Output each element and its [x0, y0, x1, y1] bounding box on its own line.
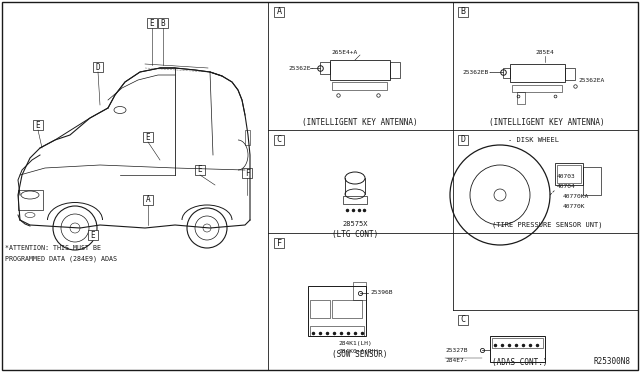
Text: 40704: 40704	[557, 183, 576, 189]
Bar	[353, 282, 366, 300]
Bar	[565, 68, 575, 80]
Bar	[310, 326, 364, 336]
Text: C: C	[461, 315, 465, 324]
Bar	[245, 130, 250, 145]
Text: E: E	[150, 19, 154, 28]
Bar	[332, 82, 387, 90]
Bar	[320, 62, 330, 74]
Bar	[274, 238, 284, 248]
Bar	[492, 338, 543, 348]
Bar	[274, 135, 284, 145]
Text: R25300N8: R25300N8	[593, 357, 630, 366]
Bar	[555, 163, 583, 185]
Text: 284K1(LH): 284K1(LH)	[338, 341, 372, 346]
Bar	[458, 135, 468, 145]
Bar	[503, 68, 510, 78]
Text: D: D	[461, 135, 465, 144]
Bar	[490, 336, 545, 362]
Bar	[510, 64, 565, 82]
Text: 284K0+A(RH): 284K0+A(RH)	[338, 350, 380, 355]
Bar	[308, 286, 366, 336]
Bar	[18, 190, 43, 210]
Text: 25396B: 25396B	[370, 291, 392, 295]
Bar	[33, 120, 43, 130]
Text: 25362E-: 25362E-	[288, 65, 314, 71]
Text: 40770K: 40770K	[563, 205, 586, 209]
Bar	[330, 60, 390, 80]
Text: 25362EB-: 25362EB-	[462, 70, 492, 74]
Text: E: E	[36, 121, 40, 129]
Text: C: C	[276, 135, 282, 144]
Text: PROGRAMMED DATA (284E9) ADAS: PROGRAMMED DATA (284E9) ADAS	[5, 255, 117, 262]
Text: E: E	[146, 132, 150, 141]
Bar	[195, 165, 205, 175]
Text: E: E	[198, 166, 202, 174]
Bar	[458, 315, 468, 325]
Bar	[310, 300, 330, 318]
Bar	[143, 195, 153, 205]
Bar	[390, 62, 400, 78]
Text: 265E4+A: 265E4+A	[332, 51, 358, 55]
Bar	[458, 7, 468, 17]
Text: 25362EA: 25362EA	[578, 77, 604, 83]
Text: 285E4: 285E4	[536, 51, 554, 55]
Text: 40703: 40703	[557, 174, 576, 180]
Bar	[147, 18, 157, 28]
Bar	[343, 196, 367, 204]
Text: A: A	[276, 7, 282, 16]
Text: 40770KA: 40770KA	[563, 195, 589, 199]
Bar	[143, 132, 153, 142]
Text: (LTG CONT): (LTG CONT)	[332, 230, 378, 238]
Text: (SOW SENSOR): (SOW SENSOR)	[332, 350, 388, 359]
Bar	[557, 165, 581, 183]
Bar	[274, 7, 284, 17]
Bar	[512, 85, 562, 92]
Text: B: B	[461, 7, 465, 16]
Bar	[88, 230, 98, 240]
Text: F: F	[276, 238, 282, 247]
Text: 25327B: 25327B	[445, 347, 467, 353]
Text: - DISK WHEEL: - DISK WHEEL	[508, 137, 559, 143]
Text: (INTELLIGENT KEY ANTENNA): (INTELLIGENT KEY ANTENNA)	[302, 118, 418, 126]
Bar	[93, 62, 103, 72]
Bar	[158, 18, 168, 28]
Text: E: E	[91, 231, 95, 240]
Text: F: F	[244, 169, 250, 177]
Text: (ADAS CONT.): (ADAS CONT.)	[492, 357, 548, 366]
Text: (INTELLIGENT KEY ANTENNA): (INTELLIGENT KEY ANTENNA)	[489, 118, 605, 126]
Text: *ATTENTION: THIS MUST BE: *ATTENTION: THIS MUST BE	[5, 245, 101, 251]
Text: B: B	[161, 19, 165, 28]
Bar	[517, 92, 525, 104]
Text: A: A	[146, 196, 150, 205]
Bar	[242, 168, 252, 178]
Text: D: D	[96, 62, 100, 71]
Text: 284E7-: 284E7-	[445, 357, 467, 362]
Bar	[583, 167, 601, 195]
Text: 28575X: 28575X	[342, 221, 368, 227]
Text: (TIRE PRESSURE SENSOR UNT): (TIRE PRESSURE SENSOR UNT)	[492, 222, 602, 228]
Bar	[332, 300, 362, 318]
